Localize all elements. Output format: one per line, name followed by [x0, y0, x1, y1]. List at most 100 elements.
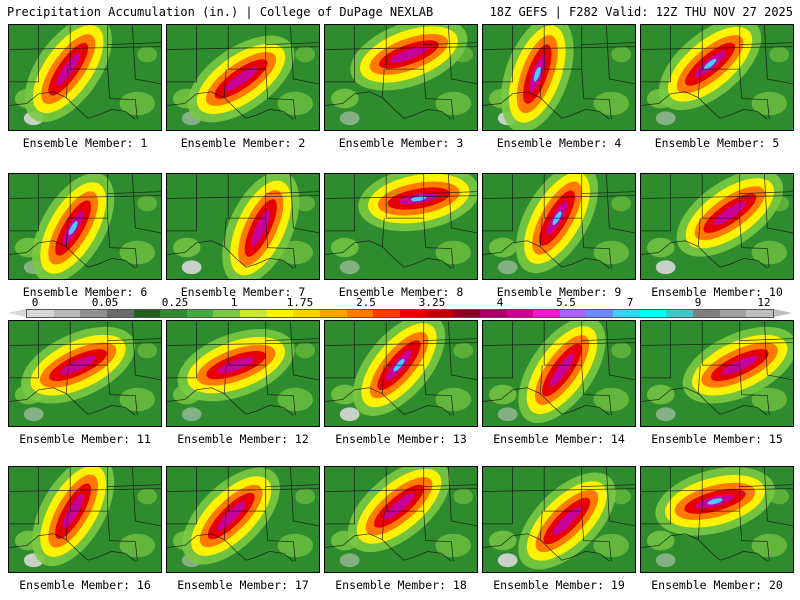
- colorbar-swatch: [106, 310, 134, 317]
- ensemble-member-panel: Ensemble Member: 19: [482, 466, 636, 592]
- precipitation-map: [166, 173, 320, 280]
- ensemble-member-label: Ensemble Member: 17: [177, 578, 309, 592]
- precipitation-map: [324, 466, 478, 573]
- precipitation-map: [324, 24, 478, 131]
- colorbar-swatch: [373, 310, 400, 317]
- ensemble-member-label: Ensemble Member: 6: [22, 285, 148, 299]
- colorbar-tick-label: 2.5: [356, 296, 376, 309]
- colorbar-tick-label: 0: [31, 296, 39, 309]
- colorbar-swatch: [746, 310, 773, 317]
- colorbar-swatch: [293, 310, 321, 317]
- precipitation-map: [640, 24, 794, 131]
- precipitation-map: [166, 466, 320, 573]
- ensemble-member-label: Ensemble Member: 19: [493, 578, 625, 592]
- precipitation-map-graphic: [167, 25, 319, 130]
- precipitation-map: [640, 173, 794, 280]
- colorbar-tick-label: 4: [496, 296, 504, 309]
- ensemble-member-label: Ensemble Member: 3: [338, 136, 464, 150]
- precipitation-map-graphic: [483, 25, 635, 130]
- ensemble-member-panel: Ensemble Member: 2: [166, 24, 320, 150]
- precipitation-map: [166, 24, 320, 131]
- ensemble-member-label: Ensemble Member: 18: [335, 578, 467, 592]
- precipitation-map-graphic: [9, 25, 161, 130]
- ensemble-member-label: Ensemble Member: 15: [651, 432, 783, 446]
- colorbar-tick-label: 1.75: [286, 296, 314, 309]
- precipitation-map: [166, 320, 320, 427]
- colorbar-tick-label: 9: [694, 296, 702, 309]
- precipitation-map-graphic: [167, 321, 319, 426]
- ensemble-member-panel: Ensemble Member: 7: [166, 173, 320, 299]
- colorbar-bar: [26, 309, 774, 318]
- precipitation-map: [482, 320, 636, 427]
- precipitation-map: [8, 24, 162, 131]
- ensemble-member-label: Ensemble Member: 1: [22, 136, 148, 150]
- precipitation-map-graphic: [641, 321, 793, 426]
- ensemble-member-label: Ensemble Member: 13: [335, 432, 467, 446]
- precipitation-map: [8, 320, 162, 427]
- precipitation-map-graphic: [325, 25, 477, 130]
- colorbar-left-arrow: [8, 309, 26, 317]
- ensemble-member-panel: Ensemble Member: 5: [640, 24, 794, 150]
- colorbar-swatch: [240, 310, 267, 317]
- ensemble-member-panel: Ensemble Member: 12: [166, 320, 320, 446]
- precipitation-map: [482, 24, 636, 131]
- ensemble-member-panel: Ensemble Member: 3: [324, 24, 478, 150]
- precipitation-map: [8, 173, 162, 280]
- precipitation-map-graphic: [483, 467, 635, 572]
- ensemble-member-label: Ensemble Member: 14: [493, 432, 625, 446]
- precipitation-map-graphic: [167, 174, 319, 279]
- colorbar-swatch: [479, 310, 507, 317]
- colorbar-tick-label: 5.5: [556, 296, 576, 309]
- precipitation-map-graphic: [325, 321, 477, 426]
- precipitation-map-graphic: [641, 467, 793, 572]
- ensemble-member-panel: Ensemble Member: 9: [482, 173, 636, 299]
- colorbar-swatch: [346, 310, 374, 317]
- ensemble-member-panel: Ensemble Member: 8: [324, 173, 478, 299]
- ensemble-member-label: Ensemble Member: 10: [651, 285, 783, 299]
- ensemble-member-label: Ensemble Member: 12: [177, 432, 309, 446]
- colorbar-swatch: [586, 310, 614, 317]
- ensemble-member-label: Ensemble Member: 4: [496, 136, 622, 150]
- colorbar-swatch: [186, 310, 214, 317]
- ensemble-member-label: Ensemble Member: 7: [180, 285, 306, 299]
- colorbar-tick-label: 0.25: [161, 296, 189, 309]
- precipitation-map: [640, 320, 794, 427]
- colorbar-swatch: [160, 310, 187, 317]
- ensemble-member-label: Ensemble Member: 2: [180, 136, 306, 150]
- colorbar-swatch: [533, 310, 560, 317]
- ensemble-member-panel: Ensemble Member: 18: [324, 466, 478, 592]
- precipitation-map: [324, 320, 478, 427]
- precipitation-map-graphic: [325, 467, 477, 572]
- precipitation-map-graphic: [167, 467, 319, 572]
- colorbar-legend: 0 0.05 0.25 1 1.75 2.5 3.25 4 5.5 7 9 12: [8, 296, 792, 320]
- ensemble-member-panel: Ensemble Member: 15: [640, 320, 794, 446]
- colorbar-tick-label: 0.05: [91, 296, 119, 309]
- colorbar-swatch: [666, 310, 694, 317]
- colorbar-swatch: [80, 310, 107, 317]
- precipitation-map-graphic: [9, 321, 161, 426]
- precipitation-map: [324, 173, 478, 280]
- ensemble-member-label: Ensemble Member: 16: [19, 578, 151, 592]
- ensemble-member-panel: Ensemble Member: 11: [8, 320, 162, 446]
- colorbar-swatch: [453, 310, 480, 317]
- ensemble-member-panel: Ensemble Member: 6: [8, 173, 162, 299]
- colorbar-tick-label: 7: [626, 296, 634, 309]
- ensemble-member-panel: Ensemble Member: 13: [324, 320, 478, 446]
- ensemble-member-panel: Ensemble Member: 4: [482, 24, 636, 150]
- colorbar-swatch: [559, 310, 587, 317]
- precipitation-map-graphic: [641, 25, 793, 130]
- run-valid-time: 18Z GEFS | F282 Valid: 12Z THU NOV 27 20…: [489, 5, 793, 19]
- colorbar-swatch: [719, 310, 747, 317]
- colorbar-swatch: [426, 310, 454, 317]
- colorbar-swatch: [53, 310, 81, 317]
- ensemble-member-panel: Ensemble Member: 10: [640, 173, 794, 299]
- colorbar-swatch: [693, 310, 720, 317]
- ensemble-member-panel: Ensemble Member: 16: [8, 466, 162, 592]
- colorbar-swatch: [399, 310, 427, 317]
- precipitation-map: [8, 466, 162, 573]
- colorbar-swatch: [27, 310, 54, 317]
- precipitation-map-graphic: [483, 321, 635, 426]
- ensemble-member-panel: Ensemble Member: 1: [8, 24, 162, 150]
- chart-title: Precipitation Accumulation (in.) | Colle…: [7, 5, 434, 19]
- colorbar-swatch: [639, 310, 667, 317]
